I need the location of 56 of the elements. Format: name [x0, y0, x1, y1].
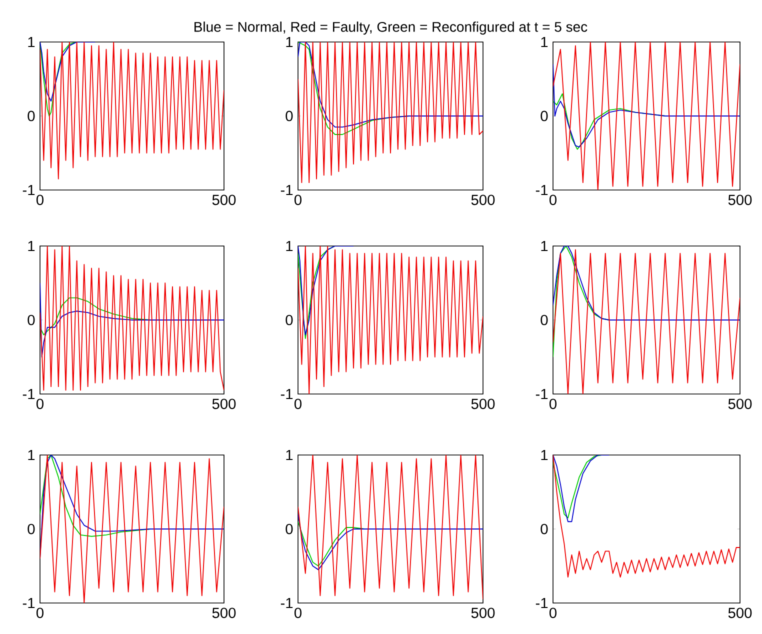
- y-tick-label: 1: [286, 36, 293, 48]
- y-tick-label: 0: [28, 314, 35, 326]
- x-tick-label: 500: [471, 194, 495, 206]
- y-tick-label: 0: [28, 110, 35, 122]
- line-series: [40, 454, 224, 603]
- y-tick-label: -1: [536, 598, 548, 608]
- x-tick-label: 0: [550, 194, 557, 206]
- y-tick-label: -1: [22, 388, 35, 400]
- x-tick-label: 0: [36, 608, 44, 618]
- x-tick-label: 500: [471, 398, 495, 410]
- y-tick-label: 1: [541, 36, 548, 48]
- x-tick-label: 0: [294, 398, 302, 410]
- x-tick-label: 500: [212, 608, 236, 618]
- y-tick-label: 1: [28, 36, 35, 48]
- x-tick-label: 0: [550, 608, 557, 618]
- y-tick-label: -1: [22, 598, 35, 608]
- x-tick-label: 0: [294, 608, 302, 618]
- y-tick-label: -1: [280, 388, 293, 400]
- line-series: [553, 42, 740, 190]
- y-tick-label: 0: [286, 110, 293, 122]
- x-tick-label: 0: [550, 398, 557, 410]
- line-series: [40, 246, 224, 391]
- line-series: [298, 42, 484, 184]
- chart-title: Blue = Normal, Red = Faulty, Green = Reconfigured at t = 5 sec: [194, 22, 588, 35]
- line-series: [553, 454, 740, 578]
- y-tick-label: 0: [28, 524, 35, 534]
- y-tick-label: -1: [536, 388, 548, 400]
- y-tick-label: 1: [28, 450, 35, 460]
- x-tick-label: 500: [728, 398, 752, 410]
- y-tick-label: 1: [541, 450, 548, 460]
- y-tick-label: 1: [286, 240, 293, 252]
- x-tick-label: 500: [471, 608, 495, 618]
- line-series: [298, 454, 484, 600]
- y-tick-label: 1: [28, 240, 35, 252]
- line-series: [553, 249, 740, 394]
- line-series: [553, 246, 740, 320]
- y-tick-label: 0: [286, 524, 293, 534]
- line-series: [298, 246, 484, 394]
- x-tick-label: 500: [728, 194, 752, 206]
- y-tick-label: -1: [22, 184, 35, 196]
- y-tick-label: -1: [280, 184, 293, 196]
- x-tick-label: 500: [728, 608, 752, 618]
- y-tick-label: 0: [540, 110, 548, 122]
- y-tick-label: -1: [536, 184, 548, 196]
- y-tick-label: 0: [540, 524, 548, 534]
- line-series: [40, 42, 224, 180]
- x-tick-label: 500: [212, 398, 236, 410]
- y-tick-label: 0: [286, 314, 293, 326]
- y-tick-label: 1: [286, 450, 293, 460]
- y-tick-label: -1: [280, 598, 293, 608]
- x-tick-label: 500: [212, 194, 236, 206]
- y-tick-label: 0: [540, 314, 548, 326]
- x-tick-label: 0: [36, 398, 44, 410]
- y-tick-label: 1: [541, 240, 548, 252]
- x-tick-label: 0: [294, 194, 302, 206]
- x-tick-label: 0: [36, 194, 44, 206]
